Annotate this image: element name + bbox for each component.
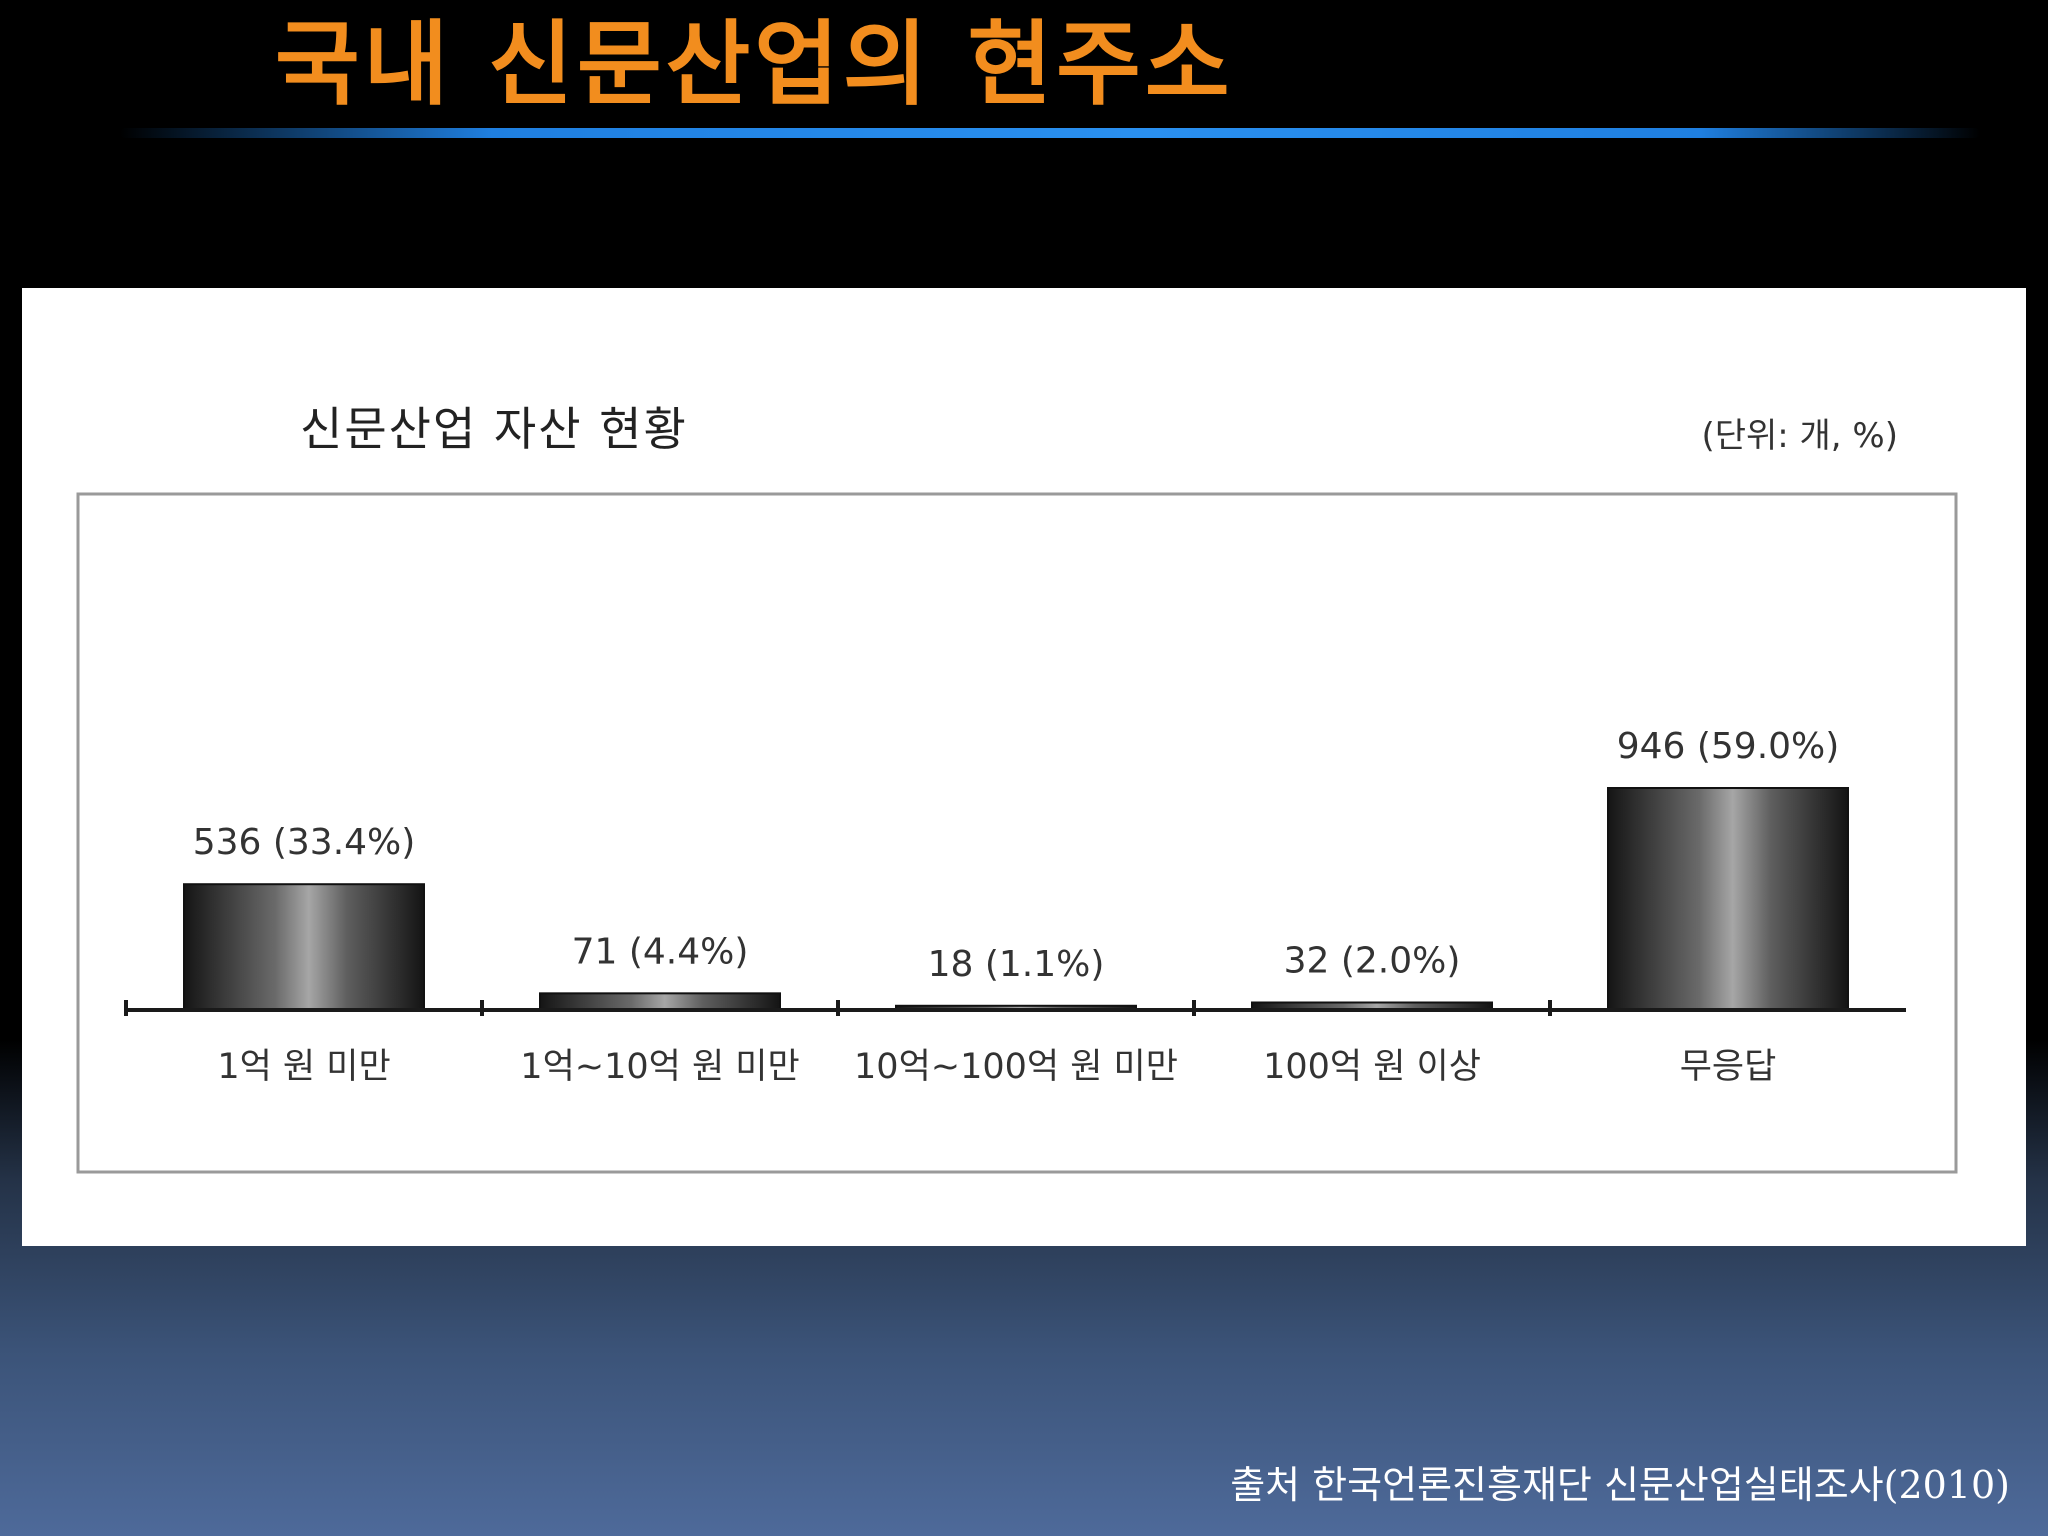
chart-title: 신문산업 자산 현황 xyxy=(300,402,688,456)
bar xyxy=(539,992,781,1011)
bar xyxy=(1607,787,1849,1011)
category-label: 무응답 xyxy=(1680,1047,1777,1087)
category-label: 100억 원 이상 xyxy=(1263,1047,1481,1087)
bar-value-label: 946 (59.0%) xyxy=(1617,726,1840,767)
bar-value-label: 32 (2.0%) xyxy=(1284,940,1461,981)
bar xyxy=(183,883,425,1011)
bar-value-label: 71 (4.4%) xyxy=(572,931,749,972)
chart-unit-label: (단위: 개, %) xyxy=(1701,416,1898,456)
bar-value-label: 536 (33.4%) xyxy=(193,822,416,863)
chart-panel: 신문산업 자산 현황 (단위: 개, %) 536 (33.4%) 1억 원 미만… xyxy=(22,288,2026,1246)
bar-value-label: 18 (1.1%) xyxy=(928,944,1105,985)
bar-chart: 536 (33.4%) 1억 원 미만 71 (4.4%) 1억~10억 원 미만 18… xyxy=(76,492,1958,1174)
category-label: 1억~10억 원 미만 xyxy=(520,1047,799,1087)
category-label: 10억~100억 원 미만 xyxy=(854,1047,1178,1087)
slide-title: 국내 신문산업의 현주소 xyxy=(275,10,1234,118)
source-note: 출처 한국언론진흥재단 신문산업실태조사(2010) xyxy=(1230,1463,2010,1507)
title-divider xyxy=(120,128,1980,138)
category-label: 1억 원 미만 xyxy=(217,1047,390,1087)
